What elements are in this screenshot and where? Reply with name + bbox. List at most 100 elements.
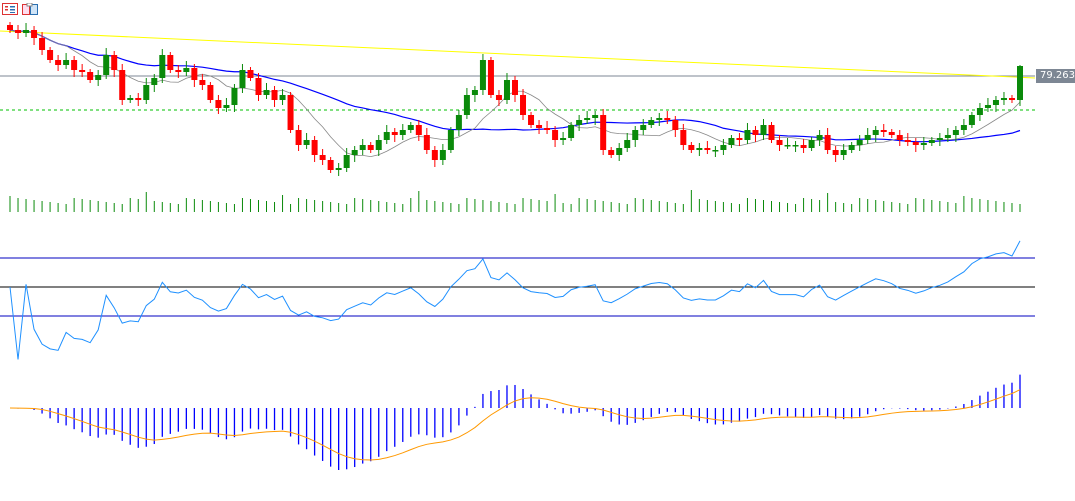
candle-body xyxy=(143,85,150,100)
candle-body xyxy=(888,132,895,135)
candle-body xyxy=(487,60,494,95)
candle-body xyxy=(399,130,406,135)
ma-long-line xyxy=(0,30,1036,79)
candle-body xyxy=(936,138,943,140)
candle-body xyxy=(335,168,342,170)
candle-body xyxy=(103,55,110,75)
candle-body xyxy=(712,150,719,152)
candle-body xyxy=(608,150,615,155)
candle-body xyxy=(568,125,575,138)
candle-body xyxy=(848,145,855,150)
candle-body xyxy=(295,130,302,145)
candle-body xyxy=(752,130,759,135)
candle-body xyxy=(303,140,310,145)
candle-body xyxy=(207,85,214,100)
candle-body xyxy=(976,108,983,115)
candle-body xyxy=(824,135,831,150)
candle-body xyxy=(864,135,871,140)
current-price-label: 79.263 xyxy=(1036,69,1075,83)
candle-body xyxy=(760,125,767,135)
candle-body xyxy=(351,150,358,155)
candle-body xyxy=(15,30,22,33)
candle-body xyxy=(872,130,879,135)
candle-body xyxy=(231,88,238,105)
candle-body xyxy=(63,60,70,65)
candle-body xyxy=(439,150,446,160)
candle-body xyxy=(247,70,254,78)
candle-body xyxy=(512,80,518,95)
candle-body xyxy=(648,120,655,125)
candle-body xyxy=(183,68,190,72)
candle-body xyxy=(1017,66,1023,100)
candle-body xyxy=(455,115,462,130)
candle-body xyxy=(383,132,390,140)
candle-body xyxy=(896,135,903,140)
candle-body xyxy=(1000,98,1007,100)
candle-body xyxy=(584,118,591,120)
candle-body xyxy=(503,80,510,100)
candle-body xyxy=(592,115,599,118)
candle-body xyxy=(656,118,663,120)
candle-body xyxy=(79,70,86,72)
candle-body xyxy=(311,140,318,155)
candle-body xyxy=(87,72,94,80)
candle-body xyxy=(776,140,783,145)
candle-body xyxy=(271,90,278,100)
candle-body xyxy=(560,138,567,140)
candle-body xyxy=(984,105,991,108)
candle-body xyxy=(912,142,919,145)
list-view-icon[interactable] xyxy=(2,3,18,15)
candle-body xyxy=(816,135,823,140)
candle-body xyxy=(904,140,911,142)
candle-body xyxy=(31,30,38,38)
candle-body xyxy=(736,138,743,140)
candle-body xyxy=(375,140,382,150)
candle-body xyxy=(175,70,182,72)
candle-body xyxy=(1008,98,1015,100)
candle-body xyxy=(952,130,959,135)
candle-body xyxy=(327,160,334,170)
candle-body xyxy=(664,118,671,120)
candle-body xyxy=(576,120,583,125)
candle-body xyxy=(263,90,270,95)
candle-body xyxy=(536,125,543,128)
candle-body xyxy=(672,120,679,130)
candle-body xyxy=(23,30,30,33)
candle-body xyxy=(415,125,422,135)
candle-body xyxy=(223,105,230,108)
candle-body xyxy=(135,98,142,100)
candle-body xyxy=(7,25,13,30)
candle-body xyxy=(199,80,206,85)
candle-body xyxy=(800,145,807,148)
candle-body xyxy=(768,125,775,140)
candle-body xyxy=(792,145,799,147)
candle-body xyxy=(319,155,326,160)
candle-body xyxy=(544,128,551,130)
candle-body xyxy=(367,145,374,150)
candle-body xyxy=(151,78,158,85)
candle-body xyxy=(239,70,246,88)
candle-body xyxy=(423,135,430,150)
candle-body xyxy=(720,145,727,150)
candle-body xyxy=(640,125,647,130)
candle-body xyxy=(55,60,62,65)
candle-body xyxy=(856,140,863,145)
candle-body xyxy=(255,78,262,95)
candle-body xyxy=(616,148,623,155)
candle-body xyxy=(528,115,535,125)
candle-body xyxy=(840,150,847,155)
candle-body xyxy=(960,125,967,130)
rsi-line xyxy=(9,240,1021,360)
candle-body xyxy=(471,90,478,95)
template-icon[interactable] xyxy=(22,3,38,15)
candle-body xyxy=(407,125,414,130)
candle-body xyxy=(279,95,286,100)
candle-body xyxy=(928,140,935,143)
candle-body xyxy=(111,55,118,70)
candle-body xyxy=(880,130,887,132)
candle-body xyxy=(744,130,751,140)
candle-body xyxy=(600,115,607,150)
candle-body xyxy=(920,143,927,145)
candle-body xyxy=(495,95,502,100)
